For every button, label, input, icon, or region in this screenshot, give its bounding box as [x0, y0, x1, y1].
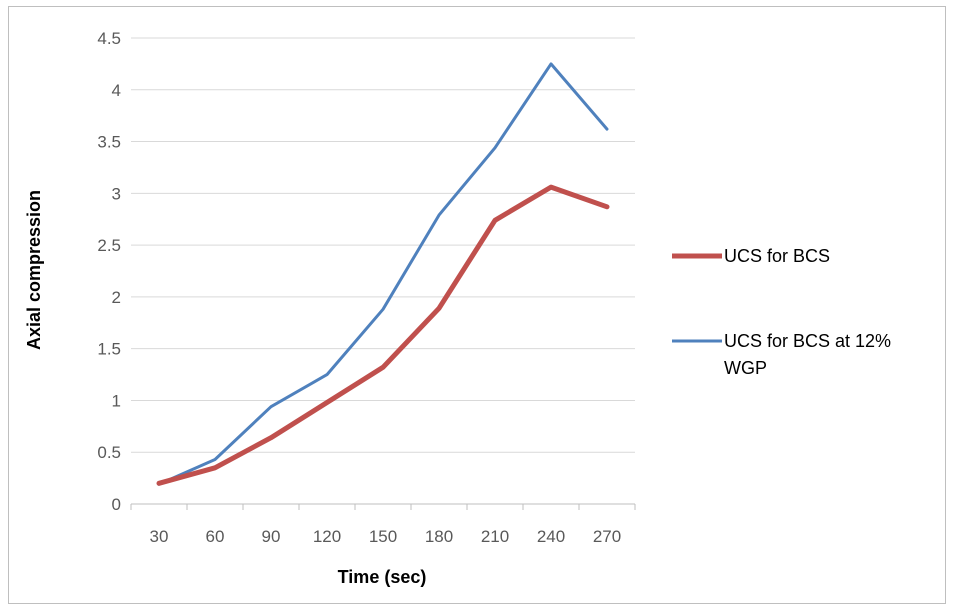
x-tick-label: 60: [206, 527, 225, 546]
series-lines: [156, 62, 610, 486]
y-tick-label: 2: [112, 288, 121, 307]
legend-label-ucs-bcs: UCS for BCS: [724, 246, 830, 266]
y-axis-title: Axial compression: [24, 190, 44, 350]
legend: UCS for BCS UCS for BCS at 12% WGP: [672, 246, 891, 378]
x-tick-label: 120: [313, 527, 341, 546]
series-line-ucs-bcs-12-wgp: [157, 62, 609, 486]
y-tick-labels: 0 0.5 1 1.5 2 2.5 3 3.5 4 4.5: [97, 29, 121, 514]
y-tick-label: 1: [112, 391, 121, 410]
x-tick-labels: 30 60 90 120 150 180 210 240 270: [150, 527, 622, 546]
y-tick-label: 1.5: [97, 340, 121, 359]
y-tick-label: 0.5: [97, 443, 121, 462]
y-tick-label: 4: [112, 81, 121, 100]
x-tick-label: 270: [593, 527, 621, 546]
legend-label-ucs-bcs-12-wgp-line2: WGP: [724, 358, 767, 378]
x-tick-label: 150: [369, 527, 397, 546]
x-tick-label: 90: [262, 527, 281, 546]
y-tick-label: 0: [112, 495, 121, 514]
y-tick-label: 3: [112, 184, 121, 203]
series-line-ucs-bcs: [156, 184, 610, 486]
x-tick-label: 180: [425, 527, 453, 546]
y-tick-label: 4.5: [97, 29, 121, 48]
axes: [130, 503, 636, 510]
y-tick-label: 3.5: [97, 133, 121, 152]
legend-label-ucs-bcs-12-wgp-line1: UCS for BCS at 12%: [724, 331, 891, 351]
x-tick-label: 210: [481, 527, 509, 546]
y-tick-label: 2.5: [97, 236, 121, 255]
x-tick-label: 30: [150, 527, 169, 546]
x-tick-label: 240: [537, 527, 565, 546]
x-axis-title: Time (sec): [338, 567, 427, 587]
gridlines: [131, 37, 635, 453]
